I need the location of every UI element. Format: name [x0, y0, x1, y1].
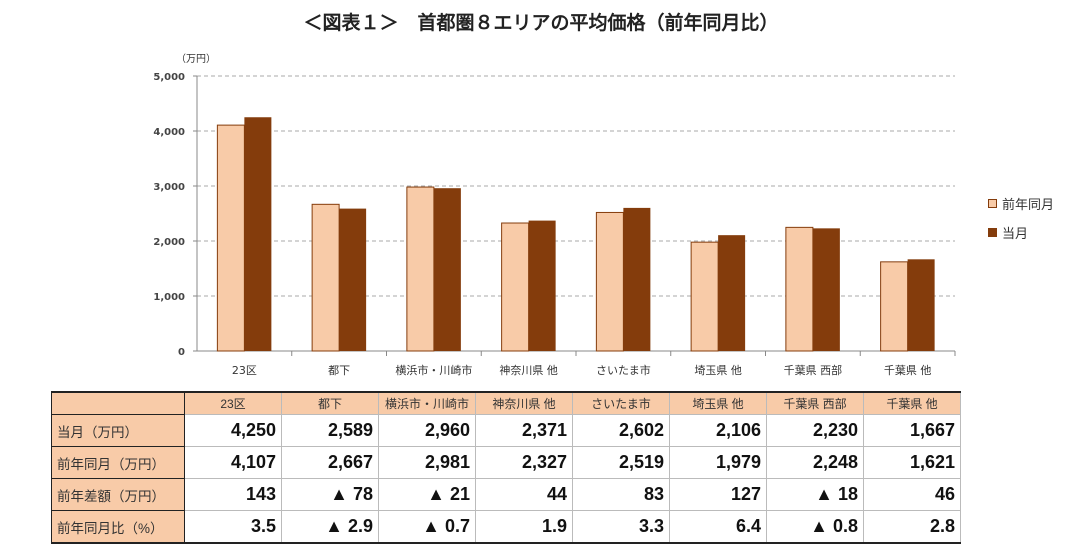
column-header: 埼玉県 他	[669, 391, 767, 415]
table-cell: 2,667	[281, 446, 379, 479]
column-header: 神奈川県 他	[475, 391, 573, 415]
column-header: 23区	[184, 391, 282, 415]
table-cell: 2,960	[378, 414, 476, 447]
table-cell: 2,519	[572, 446, 670, 479]
table-cell: 2,248	[766, 446, 864, 479]
table-cell: ▲ 21	[378, 478, 476, 511]
bar-prev-year	[595, 211, 624, 352]
data-table: 23区 都下 横浜市・川崎市 神奈川県 他さいたま市 埼玉県 他千葉県 西部 千葉県 他当…	[51, 391, 961, 544]
x-tick-label: 千葉県 西部	[784, 363, 843, 377]
table-cell: 2,327	[475, 446, 573, 479]
table-cell: ▲ 18	[766, 478, 864, 511]
bar-prev-year	[785, 226, 814, 352]
x-tick-label: 23区	[232, 364, 257, 377]
y-tick-label: 3,000	[153, 182, 185, 193]
table-row: 前年差額（万円） 143 ▲ 78 ▲ 21 44 83 127 ▲ 18 46	[51, 478, 961, 511]
bar-prev-year	[311, 203, 340, 352]
table-cell: 1,667	[863, 414, 961, 447]
table-cell: ▲ 0.8	[766, 510, 864, 544]
column-header: さいたま市	[572, 391, 670, 415]
y-tick-label: 0	[178, 347, 185, 358]
table-row: 前年同月（万円） 4,107 2,667 2,981 2,327 2,519 1,979 2,…	[51, 446, 961, 479]
table-cell: 2,371	[475, 414, 573, 447]
x-tick-label: 千葉県 他	[884, 363, 932, 377]
bar-chart: 0 1,000 2,000 3,000 4,000 5,000 23区 都下 横浜市・川崎市 神奈…	[153, 72, 956, 377]
y-tick-label: 2,000	[153, 237, 185, 248]
table-cell: 6.4	[669, 510, 767, 544]
table-header-row: 23区 都下 横浜市・川崎市 神奈川県 他さいたま市 埼玉県 他千葉県 西部 千葉県 他	[51, 391, 961, 415]
bar-current	[433, 188, 461, 351]
table-cell: 3.3	[572, 510, 670, 544]
chart-title: ＜図表１＞ 首都圏８エリアの平均価格（前年同月比）	[303, 12, 779, 34]
legend-swatch	[988, 228, 997, 237]
bar-current	[244, 117, 272, 351]
legend-item-prev-year: 前年同月	[988, 194, 1054, 213]
y-axis-unit: （万円）	[176, 54, 216, 65]
corner-cell	[51, 391, 185, 415]
legend-label: 前年同月	[1002, 198, 1055, 213]
bar-prev-year	[501, 222, 530, 352]
table-cell: 44	[475, 478, 573, 511]
table-cell: 83	[572, 478, 670, 511]
table-row: 前年同月比（%） 3.5 ▲ 2.9 ▲ 0.7 1.9 3.3 6.4 ▲ 0.8 2.8	[51, 510, 961, 544]
bar-prev-year	[690, 241, 719, 352]
table-cell: ▲ 78	[281, 478, 379, 511]
table-cell: 2.8	[863, 510, 961, 544]
bar-prev-year	[216, 124, 245, 352]
legend-swatch	[988, 199, 997, 208]
y-tick-label: 5,000	[153, 72, 185, 83]
column-header: 都下	[281, 391, 379, 415]
bar-current	[812, 228, 840, 351]
x-tick-label: 埼玉県 他	[694, 363, 742, 377]
x-tick-label: 横浜市・川崎市	[395, 363, 472, 377]
row-label: 前年同月比（%）	[51, 510, 185, 544]
table-cell: ▲ 0.7	[378, 510, 476, 544]
table-row: 当月（万円） 4,250 2,589 2,960 2,371 2,602 2,106 2,23…	[51, 414, 961, 447]
table-cell: 1,979	[669, 446, 767, 479]
table-cell: 2,981	[378, 446, 476, 479]
bar-current	[339, 208, 367, 351]
table-cell: 2,106	[669, 414, 767, 447]
legend-label: 当月	[1002, 227, 1029, 242]
column-header: 千葉県 他	[863, 391, 961, 415]
table-cell: 2,602	[572, 414, 670, 447]
table-cell: 1,621	[863, 446, 961, 479]
table-cell: 2,230	[766, 414, 864, 447]
y-tick-label: 4,000	[153, 127, 185, 138]
table-cell: 143	[184, 478, 282, 511]
table-cell: 46	[863, 478, 961, 511]
table-cell: 1.9	[475, 510, 573, 544]
column-header: 千葉県 西部	[766, 391, 864, 415]
row-label: 前年同月（万円）	[51, 446, 185, 479]
table-cell: ▲ 2.9	[281, 510, 379, 544]
legend-item-current: 当月	[988, 223, 1028, 242]
x-tick-label: さいたま市	[596, 363, 651, 377]
table-cell: 4,250	[184, 414, 282, 447]
table-cell: 3.5	[184, 510, 282, 544]
x-tick-label: 神奈川県 他	[499, 363, 558, 377]
table-cell: 127	[669, 478, 767, 511]
table-cell: 2,589	[281, 414, 379, 447]
table-cell: 4,107	[184, 446, 282, 479]
row-label: 当月（万円）	[51, 414, 185, 447]
bar-current	[907, 259, 935, 351]
row-label: 前年差額（万円）	[51, 478, 185, 511]
column-header: 横浜市・川崎市	[378, 391, 476, 415]
bar-prev-year	[406, 186, 435, 352]
bar-prev-year	[880, 261, 909, 352]
y-tick-label: 1,000	[153, 292, 185, 303]
x-tick-label: 都下	[328, 364, 350, 377]
bar-current	[528, 220, 556, 351]
bar-current	[623, 207, 651, 351]
bar-current	[718, 235, 746, 351]
